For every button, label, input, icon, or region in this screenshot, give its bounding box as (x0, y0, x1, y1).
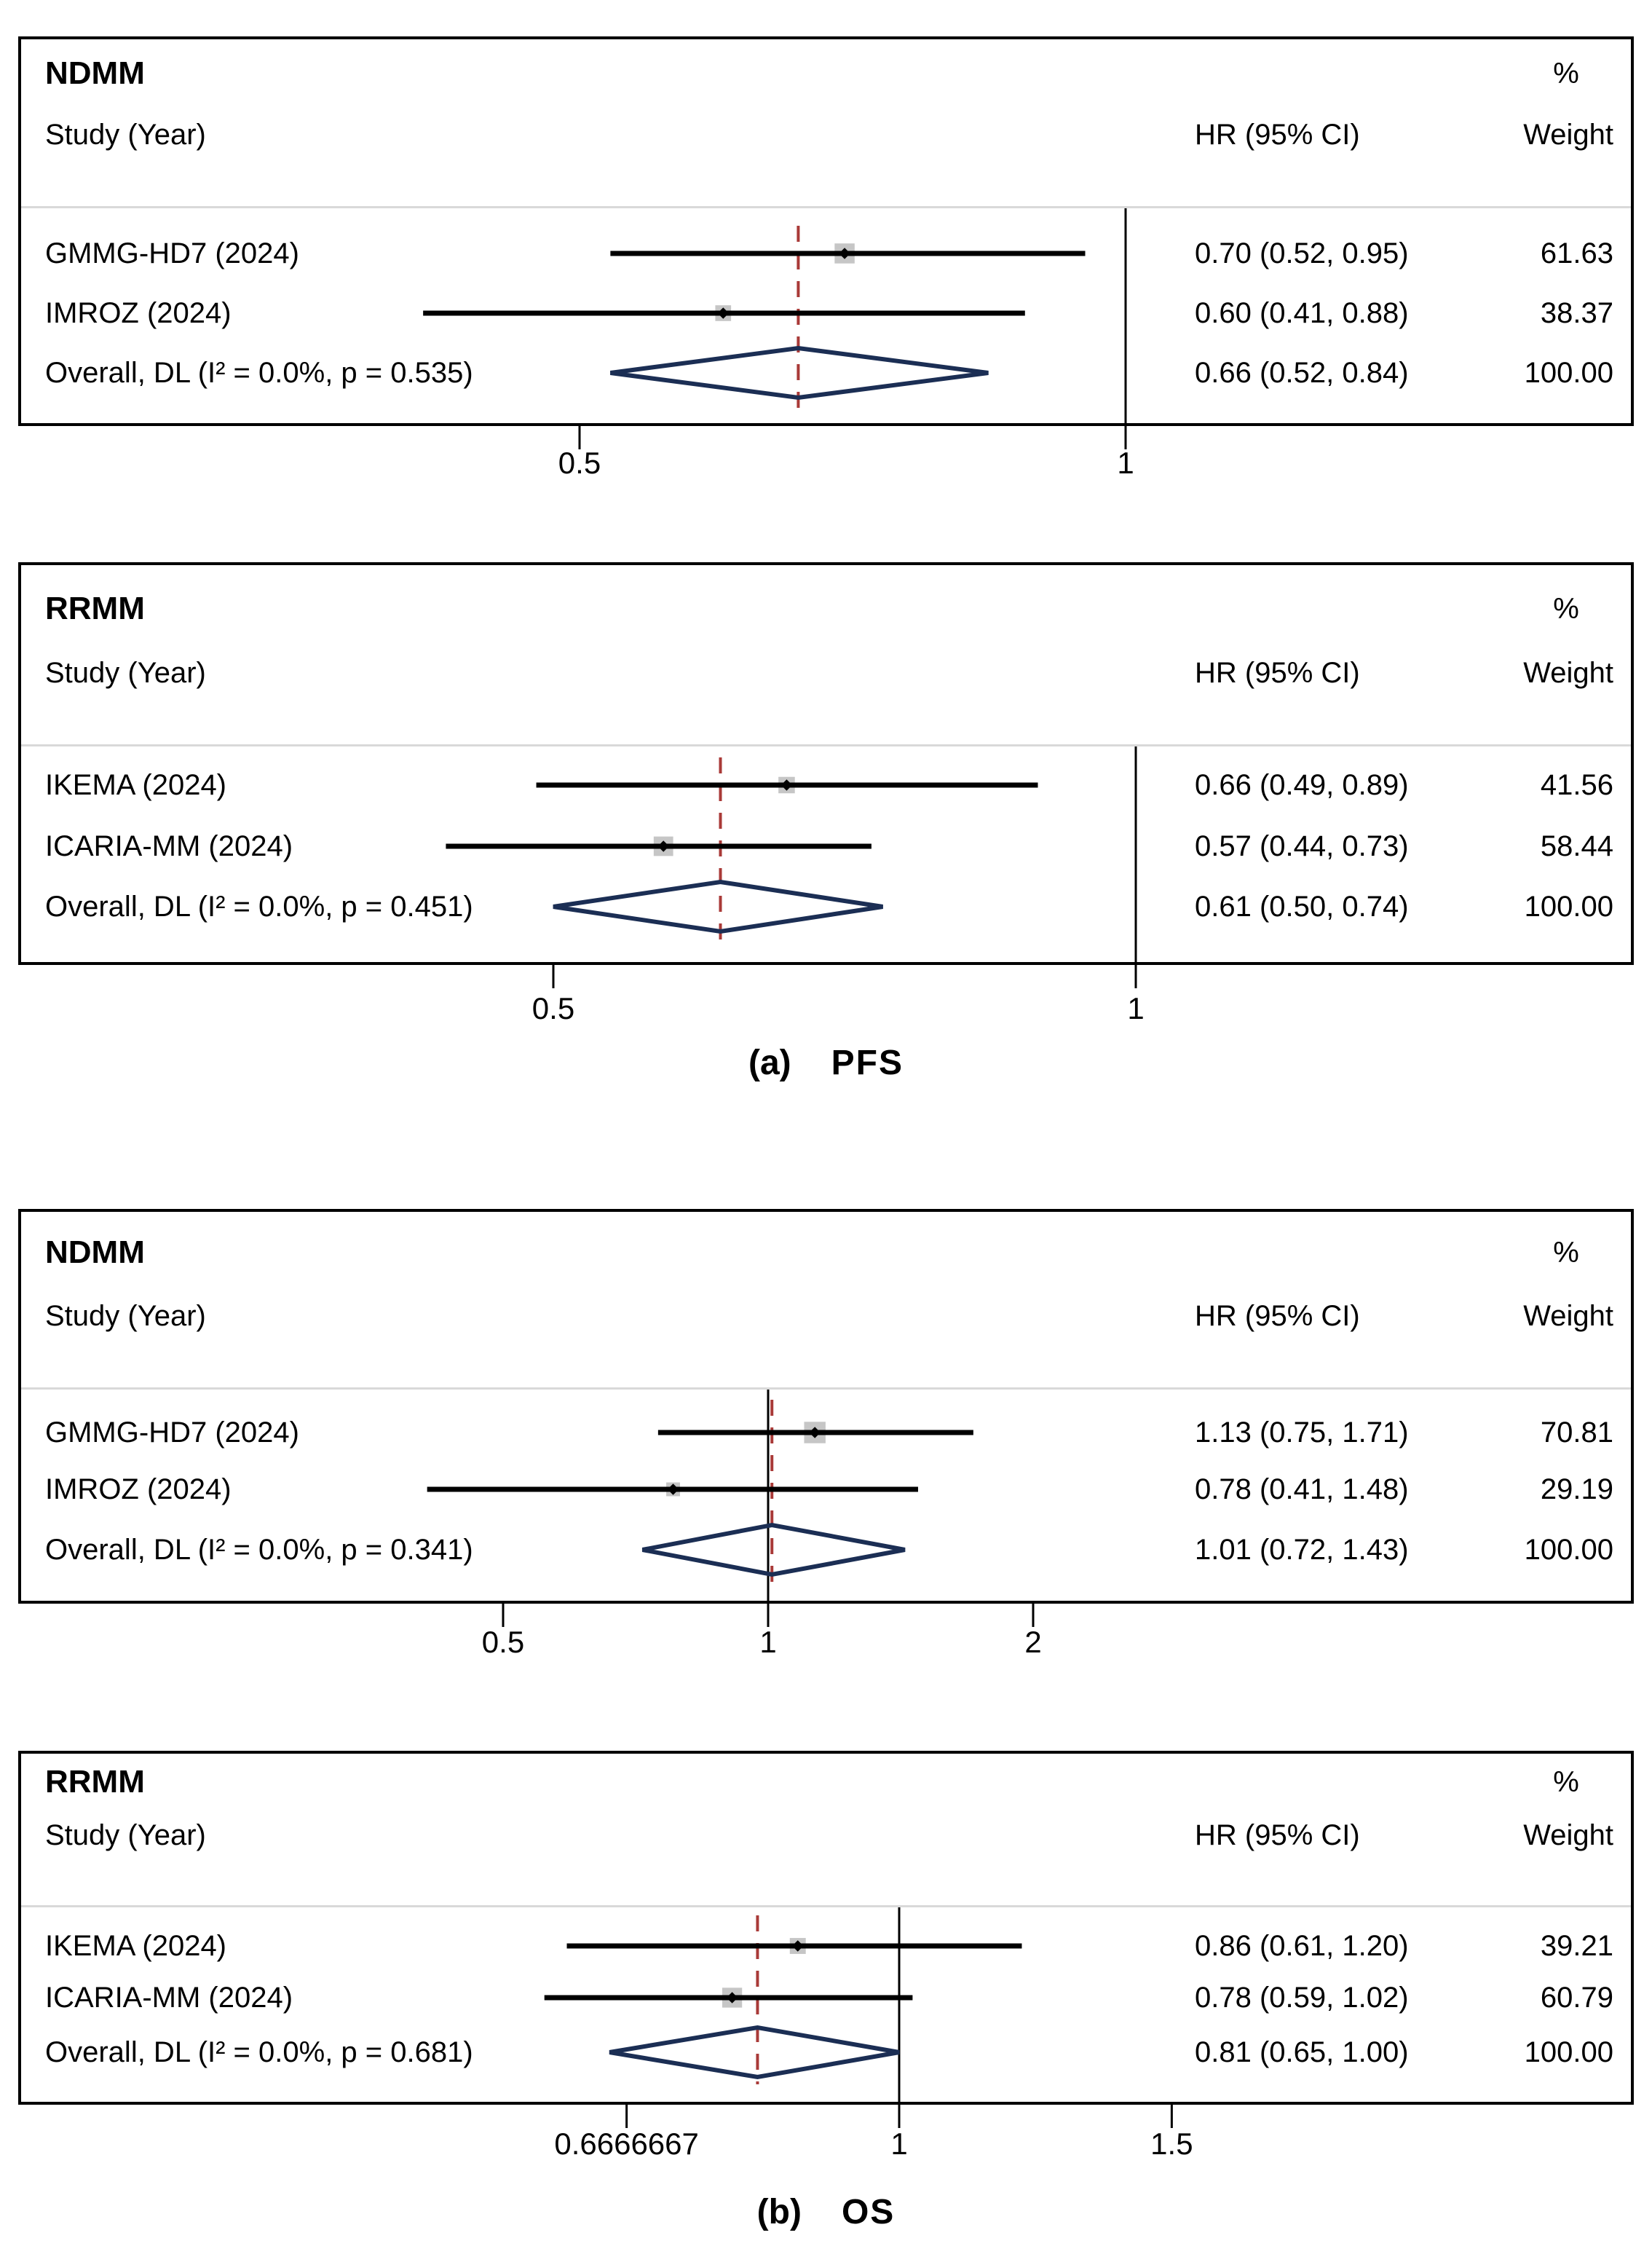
hr-ci-value: 0.57 (0.44, 0.73) (1195, 830, 1409, 862)
forest-panel-os-ndmm: NDMM % Study (Year) HR (95% CI) Weight G… (18, 1209, 1634, 1604)
caption-label: (a) (748, 1044, 791, 1082)
forest-panel-pfs-ndmm: NDMM % Study (Year) HR (95% CI) Weight G… (18, 36, 1634, 426)
caption-title: OS (841, 2193, 896, 2231)
caption-label: (b) (756, 2193, 802, 2231)
study-label: ICARIA-MM (2024) (45, 830, 293, 862)
weight-percent-header: % (1553, 1237, 1579, 1269)
weight-value: 39.21 (1540, 1930, 1613, 1962)
header-separator (21, 1905, 1631, 1907)
hr-ci-value: 0.66 (0.49, 0.89) (1195, 769, 1409, 801)
hr-ci-value: 0.78 (0.41, 1.48) (1195, 1473, 1409, 1505)
weight-column-header: Weight (1523, 119, 1613, 151)
svg-text:0.5: 0.5 (482, 1625, 524, 1659)
weight-column-header: Weight (1523, 1300, 1613, 1332)
hr-column-header: HR (95% CI) (1195, 1300, 1360, 1332)
svg-text:1: 1 (1127, 991, 1144, 1025)
hr-ci-value: 0.70 (0.52, 0.95) (1195, 237, 1409, 269)
study-label: GMMG-HD7 (2024) (45, 1416, 299, 1449)
overall-label: Overall, DL (I² = 0.0%, p = 0.535) (45, 357, 473, 389)
weight-column-header: Weight (1523, 1819, 1613, 1851)
weight-value: 58.44 (1540, 830, 1613, 862)
overall-weight-value: 100.00 (1524, 2036, 1613, 2068)
header-separator (21, 1387, 1631, 1390)
hr-column-header: HR (95% CI) (1195, 119, 1360, 151)
weight-percent-header: % (1553, 58, 1579, 90)
hr-ci-value: 0.86 (0.61, 1.20) (1195, 1930, 1409, 1962)
caption-title: PFS (831, 1044, 904, 1082)
forest-panel-os-rrmm: RRMM % Study (Year) HR (95% CI) Weight I… (18, 1751, 1634, 2105)
weight-value: 70.81 (1540, 1416, 1613, 1449)
study-column-header: Study (Year) (45, 657, 206, 689)
overall-weight-value: 100.00 (1524, 357, 1613, 389)
hr-column-header: HR (95% CI) (1195, 657, 1360, 689)
overall-hr-ci-value: 0.81 (0.65, 1.00) (1195, 2036, 1409, 2068)
weight-value: 60.79 (1540, 1982, 1613, 2014)
weight-value: 38.37 (1540, 297, 1613, 329)
weight-percent-header: % (1553, 593, 1579, 625)
hr-ci-value: 0.60 (0.41, 0.88) (1195, 297, 1409, 329)
svg-text:1: 1 (890, 2127, 907, 2161)
overall-hr-ci-value: 0.66 (0.52, 0.84) (1195, 357, 1409, 389)
svg-text:1.5: 1.5 (1150, 2127, 1193, 2161)
svg-text:2: 2 (1024, 1625, 1041, 1659)
study-label: ICARIA-MM (2024) (45, 1982, 293, 2014)
header-separator (21, 206, 1631, 208)
hr-ci-value: 0.78 (0.59, 1.02) (1195, 1982, 1409, 2014)
study-label: IKEMA (2024) (45, 1930, 227, 1962)
weight-column-header: Weight (1523, 657, 1613, 689)
overall-weight-value: 100.00 (1524, 1534, 1613, 1566)
study-label: GMMG-HD7 (2024) (45, 237, 299, 269)
panel-group-label: RRMM (45, 591, 145, 626)
panel-group-label: RRMM (45, 1764, 145, 1800)
overall-label: Overall, DL (I² = 0.0%, p = 0.341) (45, 1534, 473, 1566)
study-column-header: Study (Year) (45, 119, 206, 151)
study-column-header: Study (Year) (45, 1300, 206, 1332)
hr-column-header: HR (95% CI) (1195, 1819, 1360, 1851)
caption-pfs: (a) PFS (0, 1043, 1652, 1084)
overall-weight-value: 100.00 (1524, 891, 1613, 923)
panel-group-label: NDMM (45, 55, 145, 91)
overall-hr-ci-value: 0.61 (0.50, 0.74) (1195, 891, 1409, 923)
overall-label: Overall, DL (I² = 0.0%, p = 0.451) (45, 891, 473, 923)
weight-percent-header: % (1553, 1766, 1579, 1798)
study-column-header: Study (Year) (45, 1819, 206, 1851)
study-label: IKEMA (2024) (45, 769, 227, 801)
weight-value: 29.19 (1540, 1473, 1613, 1505)
svg-text:1: 1 (1117, 446, 1134, 480)
svg-text:0.5: 0.5 (532, 991, 574, 1025)
overall-hr-ci-value: 1.01 (0.72, 1.43) (1195, 1534, 1409, 1566)
svg-text:0.6666667: 0.6666667 (554, 2127, 699, 2161)
caption-os: (b) OS (0, 2192, 1652, 2233)
study-label: IMROZ (2024) (45, 1473, 232, 1505)
study-label: IMROZ (2024) (45, 297, 232, 329)
header-separator (21, 744, 1631, 746)
overall-label: Overall, DL (I² = 0.0%, p = 0.681) (45, 2036, 473, 2068)
weight-value: 41.56 (1540, 769, 1613, 801)
panel-group-label: NDMM (45, 1234, 145, 1270)
weight-value: 61.63 (1540, 237, 1613, 269)
svg-text:1: 1 (759, 1625, 776, 1659)
forest-panel-pfs-rrmm: RRMM % Study (Year) HR (95% CI) Weight I… (18, 562, 1634, 965)
svg-text:0.5: 0.5 (558, 446, 601, 480)
hr-ci-value: 1.13 (0.75, 1.71) (1195, 1416, 1409, 1449)
